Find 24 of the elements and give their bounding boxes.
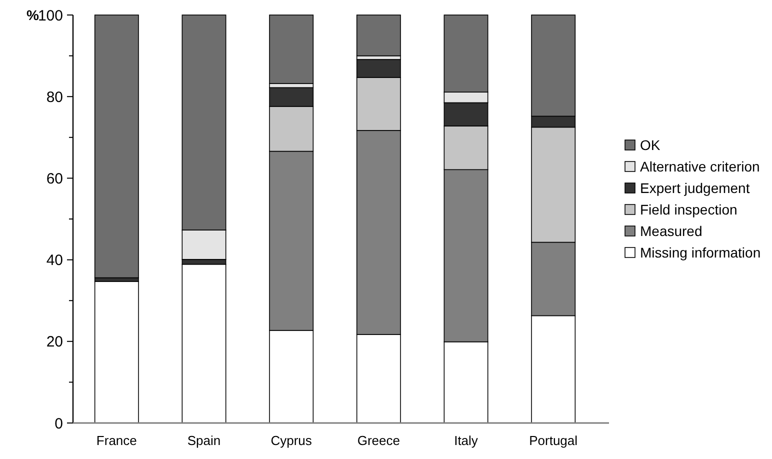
x-tick-label: France	[96, 433, 137, 448]
x-tick-label: Spain	[187, 433, 221, 448]
y-tick-label: 0	[54, 415, 63, 432]
y-tick-label: 100	[38, 7, 63, 24]
bar	[182, 264, 226, 424]
x-tick-label: Portugal	[529, 433, 578, 448]
legend-label: Measured	[640, 222, 702, 239]
legend-label: OK	[640, 136, 661, 153]
x-tick-label: Italy	[454, 433, 478, 448]
bar	[356, 14, 401, 56]
bar	[94, 281, 139, 424]
y-axis-title: %	[26, 6, 40, 23]
y-tick-label: 20	[46, 334, 63, 351]
bar	[94, 14, 139, 278]
legend-label: Expert judgement	[640, 180, 750, 196]
x-tick-label: Cyprus	[270, 433, 312, 448]
y-tick-label: 40	[46, 252, 63, 270]
bar	[269, 14, 314, 84]
legend-label: Alternative criterion	[640, 158, 760, 174]
x-tick-label: Greece	[357, 433, 400, 448]
legend-label: Missing information	[640, 244, 761, 260]
legend-label: Field inspection	[640, 201, 738, 218]
y-tick-label: 80	[46, 88, 63, 106]
y-tick-label: 60	[46, 170, 63, 188]
